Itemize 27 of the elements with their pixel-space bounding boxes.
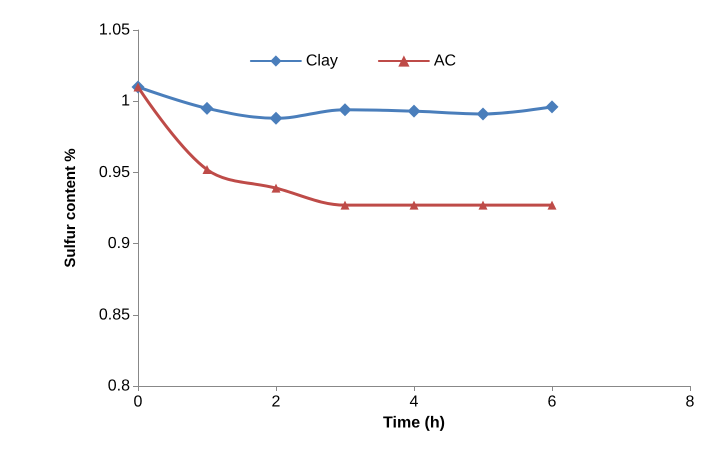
x-axis-title: Time (h) [383,414,445,432]
point [202,165,212,174]
point [410,200,418,210]
y-tick-label: 1 [121,92,130,110]
x-tick-label: 6 [548,394,557,410]
point [340,200,350,210]
x-tick-label: 0 [134,394,143,410]
y-tick-label: 0.95 [98,164,130,181]
point [338,103,352,116]
point [200,102,214,115]
legend-label: AC [434,52,456,70]
x-tick-label: 8 [686,394,695,410]
point [478,200,488,210]
point [546,100,558,114]
y-tick-label: 0.8 [108,378,130,394]
point [476,108,490,121]
point [270,112,282,125]
x-tick-label: 2 [272,394,281,410]
y-tick-label: 0.85 [98,306,130,324]
point [272,184,280,193]
x-tick-label: 4 [410,394,419,410]
point [408,104,420,118]
point [548,200,556,210]
y-tick-label: 1.05 [98,22,130,38]
y-tick-label: 0.9 [108,235,130,252]
legend-label: Clay [306,52,338,70]
y-axis-title: Sulfur content % [62,148,79,268]
